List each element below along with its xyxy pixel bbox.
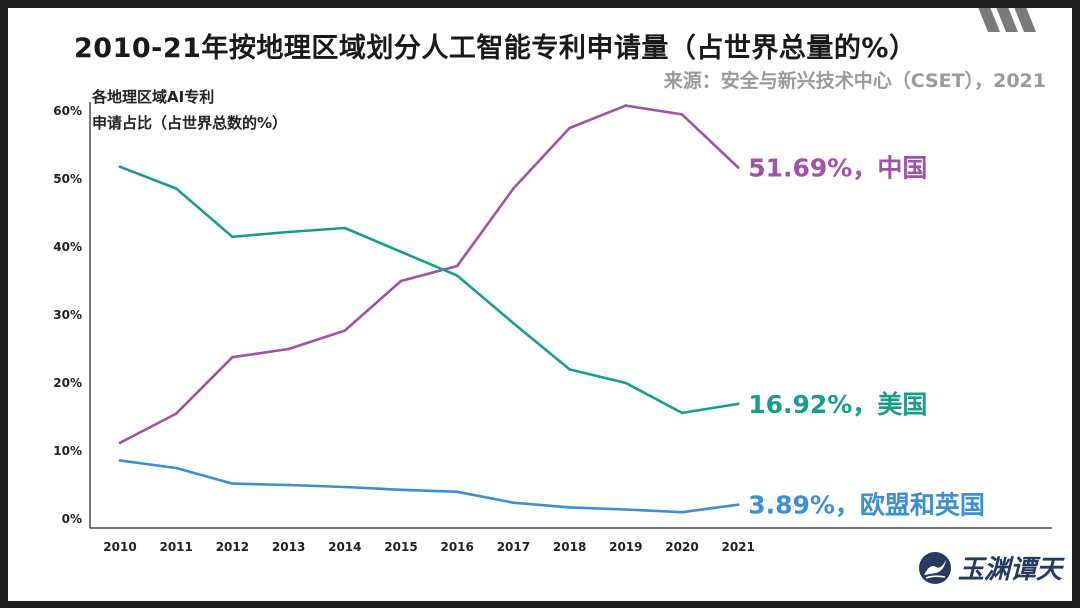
data-point (512, 187, 515, 190)
x-axis-ticks: 2010 2011 2012 2013 2014 2015 2016 2017 2018 2019… (103, 540, 755, 554)
data-point (399, 488, 403, 492)
x-tick-label: 2017 (497, 540, 530, 554)
chart-title: 2010-21年按地理区域划分人工智能专利申请量（占世界总量的%） (74, 33, 917, 64)
data-point (399, 279, 403, 283)
y-tick-label: 0% (62, 512, 82, 526)
x-tick-label: 2020 (665, 540, 698, 554)
data-point (568, 368, 571, 371)
data-point (680, 113, 684, 116)
y-tick-label: 20% (53, 376, 82, 390)
brand-logo: 玉渊谭天 (918, 549, 1062, 586)
series-line-3 (118, 459, 740, 514)
corner-stripes-decoration (978, 8, 1036, 32)
y-axis-title-line-1: 各地理区域AI专利 (92, 88, 215, 106)
data-point (343, 485, 347, 489)
x-tick-label: 2013 (272, 540, 305, 554)
y-tick-label: 30% (53, 308, 82, 322)
data-point (680, 510, 684, 514)
data-point (343, 226, 347, 230)
data-point (231, 235, 234, 239)
data-point (343, 329, 347, 332)
chart-axes (89, 102, 1052, 529)
series-end-labels: 51.69%，中国 16.92%，美国 3.89%，欧盟和英国 (748, 154, 985, 520)
y-axis-ticks: 0% 10% 20% 30% 40% 50% 60% (53, 104, 82, 526)
data-point (231, 355, 234, 359)
data-point (399, 250, 403, 254)
series-line-1 (118, 104, 740, 445)
y-axis-title-line-2: 申请占比（占世界总数的%） (92, 114, 288, 132)
source-note: 来源：安全与新兴技术中心（CSET），2021 (663, 70, 1046, 92)
data-point (512, 501, 515, 505)
data-point (287, 230, 290, 234)
y-tick-label: 60% (53, 104, 82, 118)
data-point (455, 490, 459, 494)
data-point (287, 483, 290, 487)
data-point (736, 166, 740, 169)
data-point (568, 506, 571, 509)
data-point (118, 441, 122, 445)
brand-logo-text: 玉渊谭天 (957, 555, 1062, 585)
series-line-2 (118, 165, 740, 415)
data-point (455, 274, 459, 277)
series-end-label-2: 16.92%，美国 (748, 390, 927, 419)
data-point (174, 466, 178, 470)
series-end-label-3: 3.89%，欧盟和英国 (748, 491, 985, 520)
data-point (118, 165, 122, 169)
data-point (118, 459, 122, 462)
data-point (624, 508, 628, 511)
data-point (174, 187, 178, 190)
x-tick-label: 2019 (609, 540, 642, 554)
x-tick-label: 2014 (328, 540, 361, 554)
series-end-label-1: 51.69%，中国 (748, 154, 927, 183)
data-point (287, 347, 290, 351)
x-tick-label: 2018 (553, 540, 586, 554)
y-tick-label: 50% (53, 172, 82, 186)
x-tick-label: 2015 (384, 540, 417, 554)
series-lines (118, 104, 740, 514)
data-point (680, 411, 684, 415)
data-point (568, 126, 571, 130)
y-tick-label: 40% (53, 240, 82, 254)
data-point (174, 412, 178, 415)
data-point (736, 503, 740, 507)
x-tick-label: 2012 (216, 540, 249, 554)
brand-emblem-icon (918, 551, 951, 584)
data-point (736, 402, 740, 406)
data-point (624, 381, 628, 385)
data-point (231, 482, 234, 485)
x-tick-label: 2016 (440, 540, 473, 554)
y-tick-label: 10% (53, 444, 82, 458)
data-point (512, 321, 515, 325)
data-point (455, 264, 459, 268)
x-tick-label: 2021 (721, 540, 754, 554)
x-tick-label: 2011 (159, 540, 192, 554)
data-point (624, 104, 628, 107)
x-tick-label: 2010 (103, 540, 136, 554)
y-axis-title: 各地理区域AI专利 申请占比（占世界总数的%） (92, 84, 287, 136)
